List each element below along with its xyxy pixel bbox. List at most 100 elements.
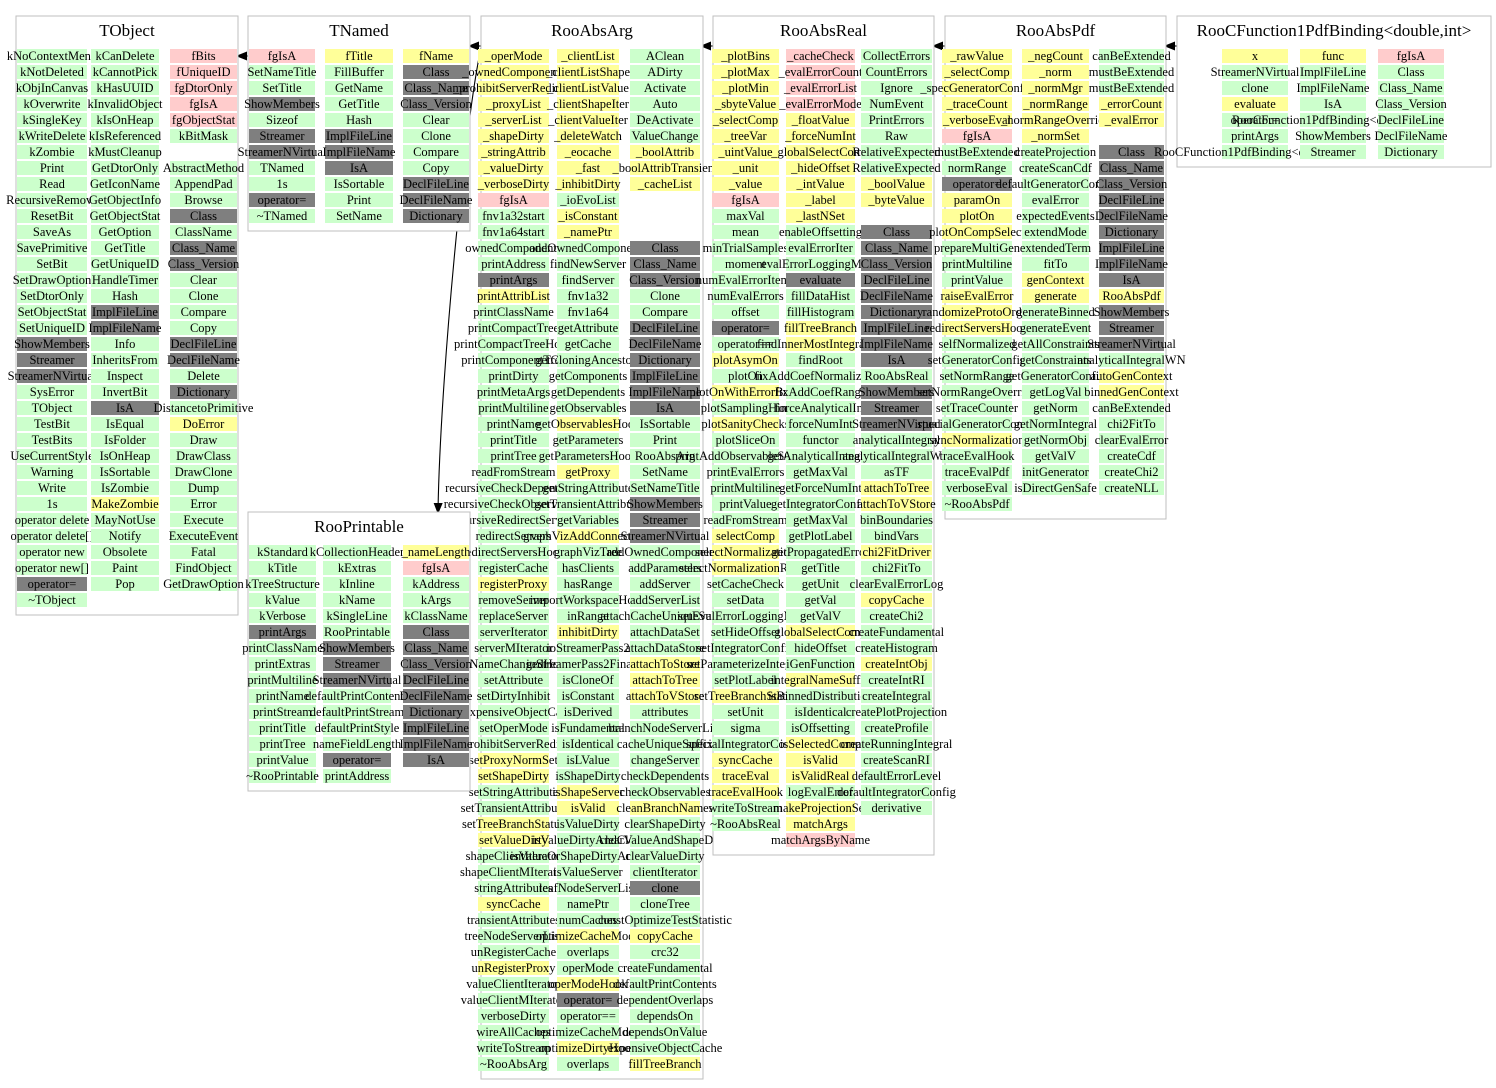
member-label: clearEvalErrorLog — [850, 577, 944, 591]
member-cell — [557, 65, 619, 79]
member-cell — [478, 545, 549, 559]
member-cell — [630, 241, 700, 255]
member-cell — [712, 433, 779, 447]
class-boxes: TObjectkNoContextMenukNotDeletedkObjInCa… — [6, 15, 1492, 1080]
member-label: numEvalErrorItems — [696, 273, 795, 287]
member-label: ImplFileLine — [632, 369, 698, 383]
member-cell — [786, 513, 855, 527]
member-label: StreamerNVirtual — [852, 417, 941, 431]
member-cell — [478, 273, 549, 287]
member-label: _operMode — [484, 49, 543, 63]
member-label: getLogVal — [1029, 385, 1082, 399]
member-cell — [325, 145, 393, 159]
member-label: IsSortable — [334, 177, 385, 191]
member-cell — [712, 497, 779, 511]
member-label: kCannotPick — [93, 65, 158, 79]
member-cell — [249, 113, 315, 127]
member-cell — [786, 737, 855, 751]
member-label: getAllConstraints — [1011, 337, 1099, 351]
member-label: inRange — [567, 609, 609, 623]
member-cell — [91, 401, 159, 415]
member-cell — [630, 417, 700, 431]
member-cell — [403, 705, 469, 719]
member-cell — [325, 193, 393, 207]
member-cell — [942, 65, 1012, 79]
member-label: optimizeCacheMode — [536, 1025, 641, 1039]
member-label: redirectServersHook — [925, 321, 1029, 335]
member-cell — [557, 481, 619, 495]
member-cell — [478, 481, 549, 495]
member-cell — [786, 561, 855, 575]
member-cell — [557, 97, 619, 111]
member-label: setAttribute — [484, 673, 543, 687]
member-label: Delete — [187, 369, 220, 383]
member-label: printArgs — [490, 273, 538, 287]
member-label: DeclFileLine — [403, 673, 469, 687]
class-box-rooabsreal: RooAbsReal _plotBins _plotMax _plotMin _sbyt… — [675, 15, 957, 856]
member-cell — [630, 177, 700, 191]
member-cell — [1099, 225, 1164, 239]
member-label: ShowMembers — [244, 97, 320, 111]
member-label: DeclFileLine — [1099, 193, 1165, 207]
member-cell — [861, 49, 932, 63]
member-label: derivative — [872, 801, 922, 815]
member-cell — [91, 417, 159, 431]
member-cell — [170, 449, 237, 463]
member-label: GetTitle — [338, 97, 380, 111]
member-cell — [249, 753, 316, 767]
member-label: getStringAttribute — [543, 481, 634, 495]
member-label: integralNameSuffix — [771, 673, 871, 687]
member-cell — [861, 113, 932, 127]
member-cell — [403, 609, 469, 623]
member-label: _fast — [575, 161, 601, 175]
member-label: IsA — [350, 161, 368, 175]
member-label: GetUniqueID — [91, 257, 159, 271]
member-cell — [630, 97, 700, 111]
member-label: RelativeExpected — [852, 161, 941, 175]
member-cell — [712, 593, 779, 607]
member-cell — [478, 721, 549, 735]
member-cell — [1378, 81, 1444, 95]
member-label: constOptimizeTestStatistic — [598, 913, 732, 927]
member-cell — [786, 769, 855, 783]
member-label: cacheUniqueSuffix — [617, 737, 714, 751]
member-cell — [942, 385, 1012, 399]
member-label: binnedGenContext — [1084, 385, 1179, 399]
member-label: DistancetoPrimitive — [154, 401, 254, 415]
member-label: readFromStream — [703, 513, 787, 527]
edge-rooabsarg-to-rooprintable — [438, 47, 482, 512]
member-cell — [942, 97, 1012, 111]
member-cell — [249, 657, 316, 671]
member-label: getNorm — [1033, 401, 1078, 415]
member-label: Pop — [115, 577, 134, 591]
member-label: Streamer — [334, 657, 380, 671]
member-label: getForceNumInt — [779, 481, 862, 495]
member-cell — [861, 673, 932, 687]
member-label: operator== — [718, 337, 774, 351]
member-label: IsZombie — [101, 481, 149, 495]
member-label: getConstraints — [1019, 353, 1091, 367]
member-label: copyCache — [869, 593, 925, 607]
member-label: Class — [1397, 65, 1424, 79]
member-cell — [403, 737, 469, 751]
member-cell — [1222, 97, 1288, 111]
member-label: shapeClientIterator — [466, 849, 563, 863]
member-cell — [861, 657, 932, 671]
member-label: Error — [190, 497, 217, 511]
member-cell — [557, 529, 619, 543]
member-label: MayNotUse — [94, 513, 156, 527]
member-cell — [942, 225, 1012, 239]
member-cell — [712, 481, 779, 495]
member-cell — [861, 737, 932, 751]
member-cell — [861, 641, 932, 655]
member-cell — [786, 449, 855, 463]
member-label: kTreeStructure — [245, 577, 320, 591]
member-label: Print — [653, 433, 678, 447]
member-cell — [1378, 129, 1444, 143]
member-cell — [786, 337, 855, 351]
member-cell — [323, 625, 391, 639]
member-label: leafNodeServerList — [539, 881, 637, 895]
member-label: ResetBit — [30, 209, 74, 223]
member-cell — [323, 689, 391, 703]
member-label: generateEvent — [1020, 321, 1092, 335]
